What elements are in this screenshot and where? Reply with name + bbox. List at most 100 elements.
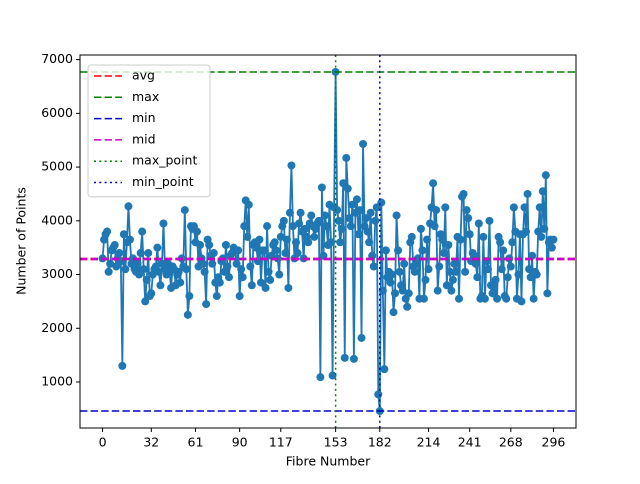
x-tick-label: 241 (458, 435, 482, 450)
point (238, 273, 247, 282)
point (462, 206, 471, 215)
point (307, 211, 316, 220)
point (176, 278, 185, 287)
point (322, 222, 331, 231)
y-tick-label: 2000 (41, 320, 73, 335)
point (455, 294, 464, 303)
point (256, 278, 265, 287)
point (456, 235, 465, 244)
point (479, 232, 488, 241)
point (499, 246, 508, 255)
point (403, 302, 412, 311)
point (320, 211, 329, 220)
point (316, 373, 325, 382)
point (432, 206, 441, 215)
point (202, 300, 211, 309)
point (340, 353, 349, 362)
point (288, 222, 297, 231)
point (503, 273, 512, 282)
point (471, 259, 480, 268)
point (525, 265, 534, 274)
point (115, 249, 124, 258)
point (282, 235, 291, 244)
point (547, 243, 556, 252)
point (378, 286, 387, 295)
point (537, 232, 546, 241)
point (509, 203, 518, 212)
point (192, 227, 201, 236)
point (270, 238, 279, 247)
point (138, 227, 147, 236)
x-tick-label: 268 (499, 435, 523, 450)
y-axis-label: Number of Points (14, 187, 29, 295)
point (208, 259, 217, 268)
point (448, 275, 457, 284)
point (490, 283, 499, 292)
point (234, 246, 243, 255)
point (215, 278, 224, 287)
point (413, 254, 422, 263)
point (514, 270, 523, 279)
point (429, 179, 438, 188)
point (196, 240, 205, 249)
point (433, 286, 442, 295)
point (394, 246, 403, 255)
point (410, 267, 419, 276)
point (363, 227, 372, 236)
y-tick-label: 1000 (41, 374, 73, 389)
point (266, 275, 275, 284)
point (317, 183, 326, 192)
point (104, 267, 113, 276)
point (485, 216, 494, 225)
point (144, 249, 153, 258)
point (421, 275, 430, 284)
y-tick-label: 4000 (41, 212, 73, 227)
point (264, 267, 273, 276)
point (275, 270, 284, 279)
point (285, 208, 294, 217)
point (339, 179, 348, 188)
point (327, 238, 336, 247)
point (209, 249, 218, 258)
point (240, 222, 249, 231)
point (284, 283, 293, 292)
point (404, 289, 413, 298)
x-axis-label: Fibre Number (286, 454, 371, 469)
point (243, 232, 252, 241)
point (465, 230, 474, 239)
point (520, 203, 529, 212)
point (263, 222, 272, 231)
point (343, 184, 352, 193)
point (292, 238, 301, 247)
y-tick-label: 7000 (41, 51, 73, 66)
point (121, 265, 130, 274)
x-tick-label: 32 (143, 435, 159, 450)
point (480, 294, 489, 303)
point (407, 232, 416, 241)
point (541, 171, 550, 180)
point (205, 240, 214, 249)
point (147, 289, 156, 298)
point (103, 227, 112, 236)
point (133, 259, 142, 268)
point (445, 267, 454, 276)
point (502, 294, 511, 303)
point (336, 238, 345, 247)
point (349, 354, 358, 363)
point (301, 224, 310, 233)
point (532, 270, 541, 279)
point (506, 262, 515, 271)
point (174, 267, 183, 276)
point (549, 235, 558, 244)
point (261, 283, 270, 292)
point (400, 259, 409, 268)
x-tick-label: 296 (542, 435, 566, 450)
point (293, 249, 302, 258)
point (365, 238, 374, 247)
point (247, 281, 256, 290)
point (279, 216, 288, 225)
point (154, 267, 163, 276)
x-tick-label: 117 (269, 435, 293, 450)
point (156, 281, 165, 290)
